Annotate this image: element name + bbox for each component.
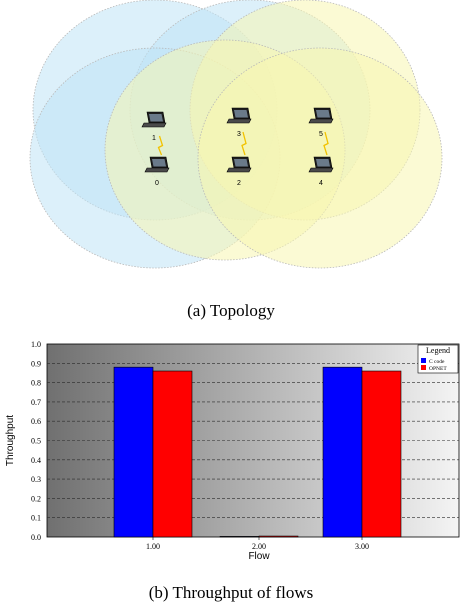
- y-tick-label: 0.3: [31, 475, 41, 484]
- link-flash-1-0: [157, 135, 164, 156]
- nodes: 0 1 2 3 4 5: [141, 107, 334, 187]
- y-axis-label: Throughput: [5, 415, 16, 466]
- node-label: 0: [155, 180, 159, 187]
- node-label: 5: [319, 131, 323, 138]
- throughput-chart: 0.0 0.1 0.2 0.3 0.4 0.5 0.6 0.7 0.8 0.9 1.0 1.00 2.0…: [5, 340, 460, 562]
- node-4: 4: [308, 156, 334, 187]
- x-axis-label: Flow: [248, 551, 270, 562]
- grid-lines: [47, 362, 459, 518]
- y-tick-label: 0.2: [31, 494, 41, 503]
- y-tick-label: 1.0: [31, 340, 41, 349]
- bar-c-code-flow-2: [219, 536, 260, 538]
- x-tick-label: 1.00: [146, 542, 160, 551]
- legend-swatch: [421, 358, 426, 363]
- y-tick-label: 0.9: [31, 359, 41, 368]
- bar-opnet-flow-2: [258, 535, 299, 538]
- y-tick-label: 0.1: [31, 514, 41, 523]
- node-2: 2: [226, 156, 252, 187]
- throughput-caption: (b) Throughput of flows: [148, 583, 314, 602]
- y-tick-label: 0.6: [31, 417, 41, 426]
- node-1: 1: [141, 111, 167, 142]
- topology-caption: (a) Topology: [187, 301, 275, 320]
- coverage-circles: [29, 0, 443, 269]
- x-tick-label: 2.00: [252, 542, 266, 551]
- bar-c-code-flow-3: [322, 366, 363, 538]
- bar-opnet-flow-1: [152, 370, 193, 538]
- y-tick-label: 0.8: [31, 379, 41, 388]
- legend-label: C code: [429, 359, 445, 365]
- y-tick-label: 0.5: [31, 437, 41, 446]
- node-label: 2: [237, 180, 241, 187]
- link-flashes: [157, 131, 329, 156]
- legend-swatch: [421, 365, 426, 370]
- link-flash-3-2: [241, 131, 247, 156]
- y-tick-label: 0.4: [31, 456, 41, 465]
- node-5: 5: [308, 107, 334, 138]
- y-tick-label: 0.7: [31, 398, 41, 407]
- node-label: 3: [237, 131, 241, 138]
- node-0: 0: [144, 156, 170, 187]
- x-tick-label: 3.00: [355, 542, 369, 551]
- axes: 0.0 0.1 0.2 0.3 0.4 0.5 0.6 0.7 0.8 0.9 1.0 1.00 2.0…: [31, 340, 369, 551]
- bar-c-code-flow-1: [113, 366, 154, 538]
- bars: [113, 366, 402, 538]
- topology-diagram: 0 1 2 3 4 5: [29, 0, 443, 269]
- node-label: 1: [152, 135, 156, 142]
- node-3: 3: [226, 107, 252, 138]
- legend-title: Legend: [426, 346, 450, 355]
- node-label: 4: [319, 180, 323, 187]
- legend-label: OPNET: [429, 366, 447, 372]
- link-flash-5-4: [323, 131, 329, 156]
- bar-opnet-flow-3: [361, 370, 402, 538]
- y-tick-label: 0.0: [31, 533, 41, 542]
